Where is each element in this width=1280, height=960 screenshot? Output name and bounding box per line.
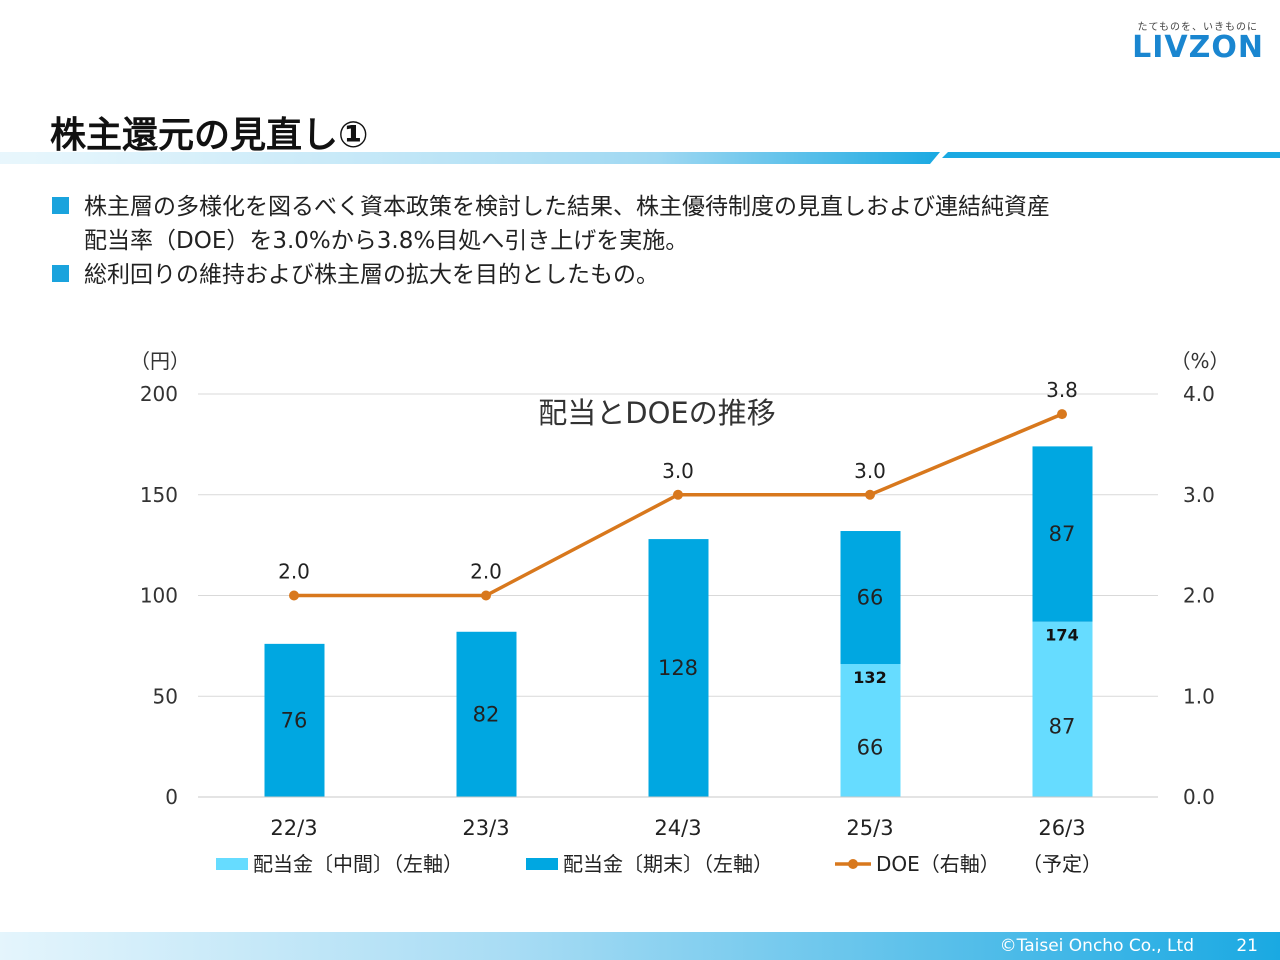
legend-swatch-final [526,858,558,870]
doe-point [865,489,875,500]
logo-tagline: たてものを、いきものに [1137,22,1258,33]
x-tick-label: 26/3 [1038,816,1085,840]
x-tick-label: 25/3 [846,816,893,840]
category-note: （予定） [1022,852,1102,876]
y-tick-label: 0 [165,785,178,809]
bar-segment [264,643,325,797]
bar-value-label: 66 [857,736,884,760]
copyright-text: ©Taisei Oncho Co., Ltd [999,936,1194,956]
y2-tick-label: 0.0 [1183,785,1215,809]
legend-label-interim: 配当金〔中間〕（左軸） [253,852,463,876]
bar-total-label: 174 [1045,626,1078,645]
y-tick-label: 200 [140,382,178,406]
doe-value-label: 3.0 [662,459,694,483]
y-tick-label: 50 [153,684,178,708]
bar-value-label: 128 [658,656,698,680]
page-title: 株主還元の見直し① [50,115,369,156]
bar-segment [456,631,517,797]
bullet-square-icon [52,265,69,282]
y2-tick-label: 3.0 [1183,483,1215,507]
company-logo: LIVZON [1132,30,1264,65]
bullet-item: 総利回りの維持および株主層の拡大を目的としたもの。 [52,258,1252,292]
doe-value-label: 3.0 [854,459,886,483]
doe-value-label: 2.0 [470,560,502,584]
bar-segment [1032,446,1093,622]
bar-segment [840,531,901,665]
bullet-list: 株主層の多様化を図るべく資本政策を検討した結果、株主優待制度の見直しおよび連結純… [52,190,1252,292]
bar-value-label: 87 [1049,522,1076,546]
legend-label-final: 配当金〔期末〕（左軸） [563,852,773,876]
page-number: 21 [1236,936,1258,956]
bar-value-label: 82 [473,702,500,726]
doe-value-label: 2.0 [278,560,310,584]
doe-point [1057,409,1067,420]
legend-label-doe: DOE（右軸） [876,852,1000,876]
y2-tick-label: 4.0 [1183,382,1215,406]
bullet-text: 総利回りの維持および株主層の拡大を目的としたもの。 [84,262,659,288]
y2-tick-label: 1.0 [1183,684,1215,708]
legend-swatch-interim [216,858,248,870]
y2-tick-label: 2.0 [1183,584,1215,608]
bullet-square-icon [52,197,69,214]
bar-value-label: 66 [857,586,884,610]
bar-value-label: 76 [281,708,308,732]
y2-axis-unit: （%） [1170,349,1229,373]
y-tick-label: 150 [140,483,178,507]
dividend-doe-chart: 0 50 100 150 200 0.0 1.0 2.0 3.0 4.0 （円） （%） 配当とDOEの… [130,349,1230,876]
bullet-item: 株主層の多様化を図るべく資本政策を検討した結果、株主優待制度の見直しおよび連結純… [52,190,1252,258]
chart-title: 配当とDOEの推移 [538,396,775,430]
doe-point [481,590,491,601]
bar-total-label: 132 [853,668,886,687]
bullet-text: 株主層の多様化を図るべく資本政策を検討した結果、株主優待制度の見直しおよび連結純… [84,194,1050,220]
title-underline [0,152,1280,164]
x-tick-label: 22/3 [270,816,317,840]
x-tick-label: 24/3 [654,816,701,840]
bar-segment [840,664,901,797]
bar-value-label: 87 [1049,714,1076,738]
bullet-text-continued: 配当率（DOE）を3.0%から3.8%目処へ引き上げを実施。 [84,228,689,254]
doe-point [289,590,299,601]
doe-value-label: 3.8 [1046,378,1078,402]
bar-segment [1032,621,1093,797]
doe-point [673,489,683,500]
x-tick-label: 23/3 [462,816,509,840]
bar-segment [648,539,709,797]
y-tick-label: 100 [140,584,178,608]
legend-marker-doe [848,859,858,869]
y-axis-unit: （円） [130,349,190,373]
footer-bar [0,932,1280,960]
